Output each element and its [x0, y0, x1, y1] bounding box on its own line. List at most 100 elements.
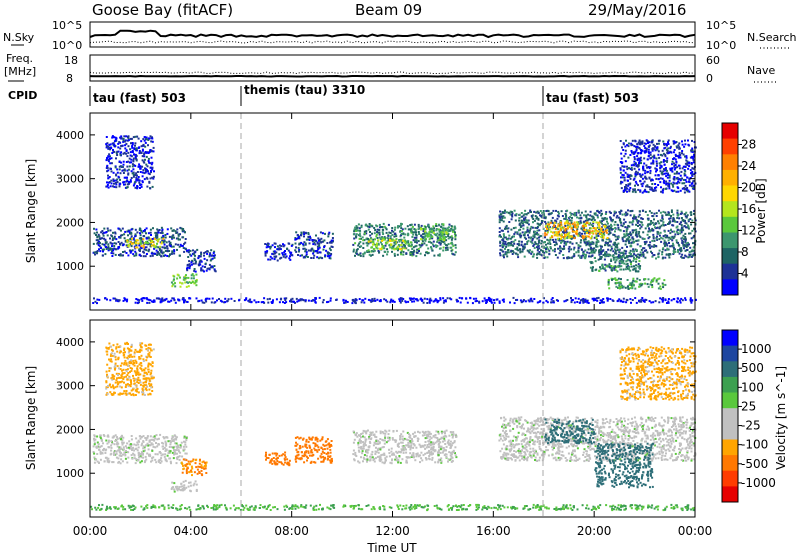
range-cell — [638, 162, 640, 165]
range-cell — [610, 219, 613, 222]
range-cell — [529, 227, 532, 230]
range-cell — [527, 234, 529, 237]
range-cell — [264, 250, 267, 253]
range-cell — [610, 277, 613, 280]
range-cell — [600, 228, 602, 231]
range-cell — [402, 232, 405, 235]
range-cell — [119, 253, 122, 256]
range-cell — [126, 241, 129, 244]
range-cell — [566, 299, 569, 301]
range-cell — [620, 176, 622, 179]
range-cell — [671, 224, 674, 227]
range-cell — [533, 246, 536, 249]
range-cell — [636, 159, 639, 162]
range-cell — [583, 239, 586, 242]
range-cell — [212, 252, 215, 255]
range-cell — [657, 232, 660, 235]
range-cell — [652, 279, 655, 282]
range-cell — [374, 238, 376, 241]
range-cell — [635, 260, 638, 263]
range-cell — [691, 182, 694, 184]
range-cell — [505, 253, 508, 256]
range-cell — [312, 243, 315, 246]
range-cell — [684, 174, 687, 177]
range-cell — [375, 233, 378, 236]
range-cell — [528, 231, 531, 234]
range-cell — [224, 297, 227, 300]
range-cell — [184, 241, 187, 244]
range-cell — [139, 254, 142, 257]
range-cell — [691, 249, 694, 252]
range-cell — [646, 166, 649, 169]
range-cell — [673, 176, 676, 178]
range-cell — [309, 237, 312, 240]
range-cell — [618, 251, 621, 254]
range-cell — [481, 300, 484, 303]
range-cell — [127, 151, 130, 154]
range-cell — [504, 209, 506, 212]
range-cell — [407, 249, 410, 252]
range-cell — [194, 270, 197, 273]
range-cell — [661, 154, 664, 157]
range-cell — [643, 150, 646, 153]
range-cell — [692, 212, 695, 215]
range-cell — [411, 254, 414, 257]
range-cell — [213, 265, 216, 267]
range-cell — [589, 243, 592, 246]
range-cell — [560, 250, 562, 253]
range-cell — [227, 298, 230, 301]
range-cell — [655, 168, 658, 171]
range-cell — [644, 210, 647, 213]
range-cell — [116, 154, 119, 156]
range-cell — [266, 250, 269, 253]
range-cell — [122, 243, 125, 246]
range-cell — [354, 298, 357, 301]
range-cell — [565, 242, 568, 244]
range-cell — [433, 227, 436, 230]
range-cell — [625, 213, 628, 216]
range-cell — [625, 240, 628, 243]
range-cell — [393, 244, 396, 247]
noise-right-tick-top: 10^5 — [706, 19, 736, 32]
range-cell — [533, 219, 536, 222]
cpid-label: CPID — [8, 89, 37, 102]
range-cell — [600, 256, 603, 258]
range-cell — [514, 231, 517, 234]
range-cell — [665, 143, 668, 146]
range-cell — [151, 161, 154, 164]
range-cell — [690, 301, 693, 304]
range-cell — [160, 300, 163, 303]
range-cell — [359, 241, 362, 243]
range-cell — [640, 298, 643, 301]
range-cell — [624, 257, 627, 259]
range-cell — [533, 236, 536, 239]
range-cell — [688, 184, 691, 187]
range-cell — [300, 241, 303, 244]
range-cell — [415, 231, 418, 234]
range-cell — [176, 248, 178, 251]
range-cell — [114, 253, 117, 256]
range-cell — [143, 136, 146, 139]
range-cell — [501, 229, 504, 232]
range-cell — [291, 297, 294, 300]
range-cell — [670, 299, 673, 302]
range-cell — [120, 458, 123, 461]
range-cell — [146, 240, 149, 243]
range-cell — [507, 227, 510, 230]
range-cell — [590, 262, 593, 265]
range-cell — [128, 243, 130, 246]
range-cell — [96, 302, 98, 305]
range-cell — [200, 299, 203, 302]
range-cell — [396, 245, 399, 248]
velocity-data-points — [90, 341, 697, 512]
range-cell — [667, 223, 669, 225]
range-cell — [142, 435, 145, 438]
range-cell — [139, 234, 142, 237]
range-cell — [538, 247, 541, 250]
range-cell — [505, 211, 508, 214]
range-cell — [483, 297, 486, 300]
range-cell — [203, 257, 206, 260]
range-cell — [421, 236, 424, 239]
range-cell — [308, 239, 311, 241]
range-cell — [596, 214, 599, 217]
